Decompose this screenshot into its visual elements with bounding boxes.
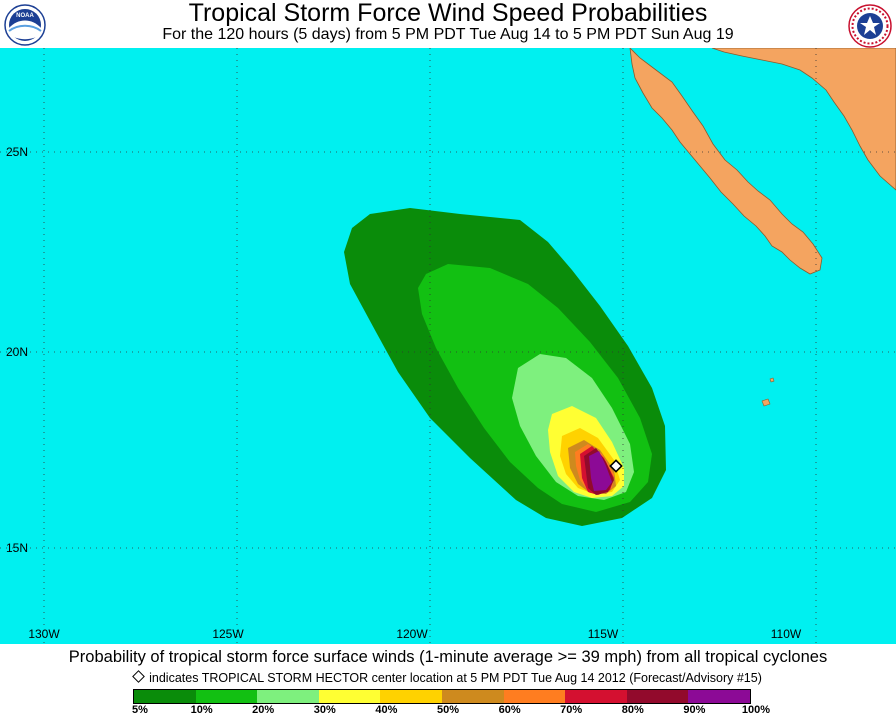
lon-label-125w: 125W [212,627,244,641]
legend-swatch [134,690,196,703]
noaa-logo-icon: NOAA [4,4,46,46]
storm-note-text: indicates TROPICAL STORM HECTOR center l… [149,671,762,685]
lon-label-115w: 115W [588,627,619,641]
storm-note: indicates TROPICAL STORM HECTOR center l… [0,670,896,686]
legend-label: 90% [683,704,706,716]
page-subtitle: For the 120 hours (5 days) from 5 PM PDT… [162,26,734,43]
legend-color-bar [133,689,751,704]
island-clarion [769,377,775,383]
lon-label-130w: 130W [28,627,60,641]
legend-swatch [565,690,627,703]
island-socorro [761,398,771,407]
header: NOAA Tropical Storm Force Wind Speed Pro… [0,0,896,48]
legend-label: 60% [498,704,521,716]
legend-swatch [380,690,442,703]
diamond-icon [132,670,145,683]
contour-100pct [589,451,612,491]
mainland-mexico-land [711,47,896,191]
legend-label: 20% [252,704,275,716]
storm-center-marker-icon [609,459,623,473]
footer [0,644,896,716]
lon-label-110w: 110W [771,627,802,641]
lat-label-20n: 20N [6,345,28,359]
legend-label: 100% [741,704,771,716]
legend-swatch [318,690,381,703]
baja-california-land [629,46,823,275]
lat-label-15n: 15N [6,541,28,555]
probability-map: 25N 20N 15N 130W 125W 120W 115W 110W [0,46,896,648]
legend-labels: 5% 10% 20% 30% 40% 50% 60% 70% 80% 90% 100% [0,704,896,716]
lat-label-25n: 25N [6,145,28,159]
lon-label-120w: 120W [396,627,428,641]
legend-swatch [688,690,750,703]
page-title: Tropical Storm Force Wind Speed Probabil… [188,0,708,27]
legend-swatch [257,690,319,703]
map-caption: Probability of tropical storm force surf… [68,648,828,666]
legend-label: 40% [375,704,398,716]
noaa-logo-text: NOAA [16,13,34,19]
legend-label: 10% [190,704,213,716]
legend-swatch [441,690,504,703]
legend-label: 50% [436,704,460,716]
legend-label: 5% [132,704,148,716]
legend-label: 80% [621,704,644,716]
legend-swatch [503,690,566,703]
nws-logo-icon [848,4,892,48]
legend-label: 30% [313,704,336,716]
legend-swatch [195,690,258,703]
lat-lon-grid [0,48,896,648]
legend-swatch [626,690,689,703]
legend-label: 70% [560,704,583,716]
